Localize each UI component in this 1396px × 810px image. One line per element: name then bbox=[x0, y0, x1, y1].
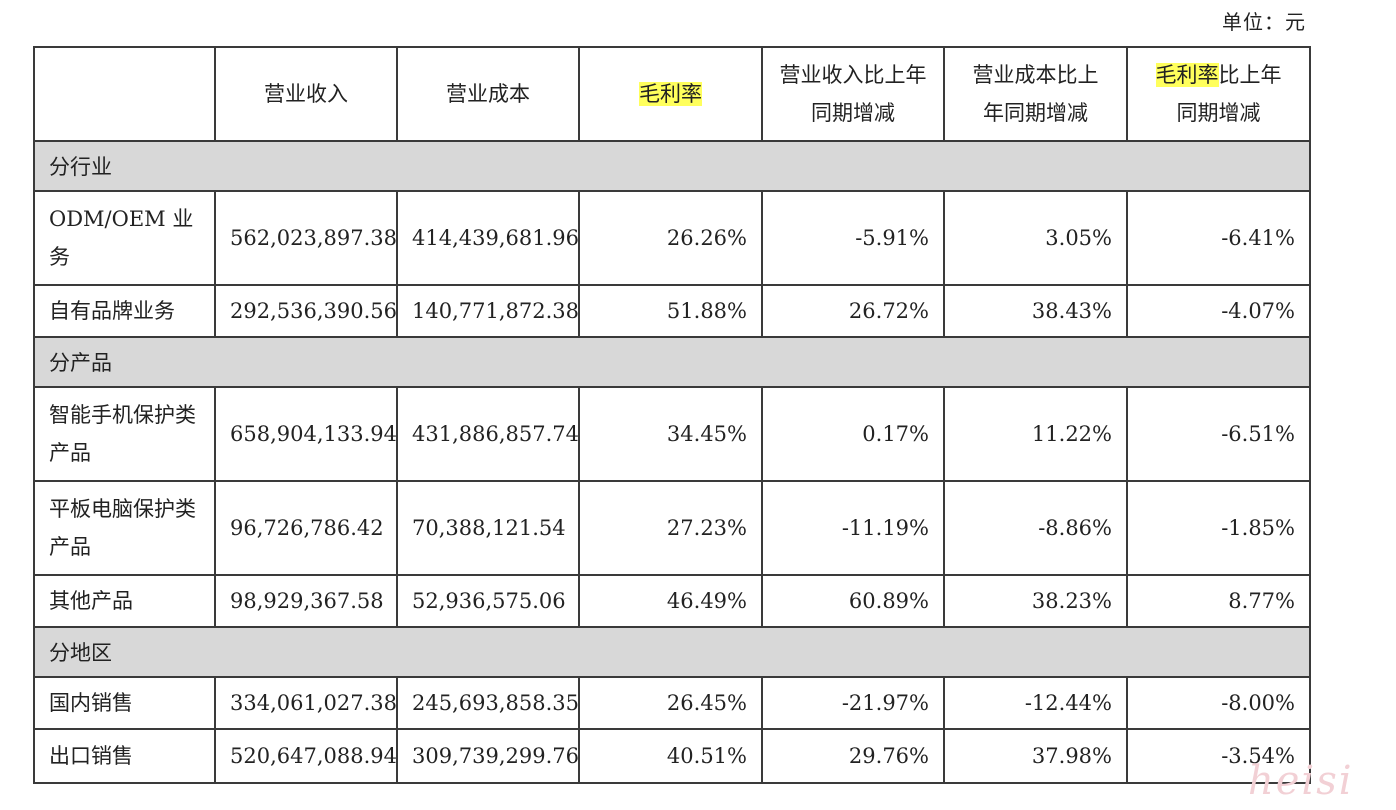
cost-change-cell: 37.98% bbox=[943, 728, 1128, 784]
row-label: 国内销售 bbox=[33, 676, 216, 730]
row-label: 出口销售 bbox=[33, 728, 216, 784]
table-row: 出口销售 520,647,088.94 309,739,299.76 40.51… bbox=[33, 728, 1311, 784]
margin-change-cell: -3.54% bbox=[1126, 728, 1311, 784]
header-cost-change-line1: 营业成本比上 bbox=[972, 63, 1099, 87]
table-row: 自有品牌业务 292,536,390.56 140,771,872.38 51.… bbox=[33, 284, 1311, 338]
row-label: 平板电脑保护类产品 bbox=[33, 480, 216, 576]
section-label-region: 分地区 bbox=[33, 626, 1311, 678]
header-margin-change: 毛利率比上年同期增减 bbox=[1126, 46, 1311, 142]
cost-cell: 52,936,575.06 bbox=[396, 574, 580, 628]
financial-table: 营业收入 营业成本 毛利率 营业收入比上年同期增减 营业成本比上 年同期增减 毛利… bbox=[33, 46, 1311, 784]
margin-cell: 40.51% bbox=[578, 728, 763, 784]
header-empty-cell bbox=[33, 46, 216, 142]
cost-cell: 140,771,872.38 bbox=[396, 284, 580, 338]
revenue-cell: 658,904,133.94 bbox=[214, 386, 398, 482]
section-label-product: 分产品 bbox=[33, 336, 1311, 388]
margin-cell: 27.23% bbox=[578, 480, 763, 576]
header-gross-margin-text: 毛利率 bbox=[639, 82, 702, 106]
revenue-change-cell: 60.89% bbox=[761, 574, 945, 628]
section-row-industry: 分行业 bbox=[33, 140, 1311, 192]
section-row-region: 分地区 bbox=[33, 626, 1311, 678]
header-cost: 营业成本 bbox=[396, 46, 580, 142]
header-margin-change-rest: 比上年 bbox=[1218, 63, 1282, 87]
table-row: 平板电脑保护类产品 96,726,786.42 70,388,121.54 27… bbox=[33, 480, 1311, 576]
table-row: 国内销售 334,061,027.38 245,693,858.35 26.45… bbox=[33, 676, 1311, 730]
margin-cell: 51.88% bbox=[578, 284, 763, 338]
margin-cell: 26.45% bbox=[578, 676, 763, 730]
margin-change-cell: -6.41% bbox=[1126, 190, 1311, 286]
revenue-change-cell: 29.76% bbox=[761, 728, 945, 784]
cost-change-cell: -8.86% bbox=[943, 480, 1128, 576]
section-row-product: 分产品 bbox=[33, 336, 1311, 388]
cost-change-cell: 3.05% bbox=[943, 190, 1128, 286]
revenue-change-cell: 26.72% bbox=[761, 284, 945, 338]
header-revenue-change: 营业收入比上年同期增减 bbox=[761, 46, 945, 142]
revenue-cell: 292,536,390.56 bbox=[214, 284, 398, 338]
margin-change-cell: 8.77% bbox=[1126, 574, 1311, 628]
cost-change-cell: 38.43% bbox=[943, 284, 1128, 338]
row-label: 其他产品 bbox=[33, 574, 216, 628]
margin-cell: 34.45% bbox=[578, 386, 763, 482]
margin-change-cell: -1.85% bbox=[1126, 480, 1311, 576]
margin-cell: 46.49% bbox=[578, 574, 763, 628]
header-revenue: 营业收入 bbox=[214, 46, 398, 142]
row-label: 自有品牌业务 bbox=[33, 284, 216, 338]
revenue-change-cell: 0.17% bbox=[761, 386, 945, 482]
revenue-cell: 562,023,897.38 bbox=[214, 190, 398, 286]
cost-change-cell: 38.23% bbox=[943, 574, 1128, 628]
table-row: 智能手机保护类产品 658,904,133.94 431,886,857.74 … bbox=[33, 386, 1311, 482]
header-row: 营业收入 营业成本 毛利率 营业收入比上年同期增减 营业成本比上 年同期增减 毛利… bbox=[33, 46, 1311, 142]
cost-cell: 431,886,857.74 bbox=[396, 386, 580, 482]
cost-cell: 414,439,681.96 bbox=[396, 190, 580, 286]
header-cost-change: 营业成本比上 年同期增减 bbox=[943, 46, 1128, 142]
revenue-change-cell: -5.91% bbox=[761, 190, 945, 286]
margin-cell: 26.26% bbox=[578, 190, 763, 286]
cost-cell: 70,388,121.54 bbox=[396, 480, 580, 576]
header-margin-change-hl: 毛利率 bbox=[1155, 63, 1219, 87]
cost-cell: 245,693,858.35 bbox=[396, 676, 580, 730]
cost-change-cell: 11.22% bbox=[943, 386, 1128, 482]
section-label-industry: 分行业 bbox=[33, 140, 1311, 192]
table-row: ODM/OEM 业务 562,023,897.38 414,439,681.96… bbox=[33, 190, 1311, 286]
margin-change-cell: -6.51% bbox=[1126, 386, 1311, 482]
revenue-cell: 520,647,088.94 bbox=[214, 728, 398, 784]
revenue-cell: 96,726,786.42 bbox=[214, 480, 398, 576]
row-label: ODM/OEM 业务 bbox=[33, 190, 216, 286]
margin-change-cell: -8.00% bbox=[1126, 676, 1311, 730]
watermark: heisi bbox=[1248, 758, 1354, 804]
table-row: 其他产品 98,929,367.58 52,936,575.06 46.49% … bbox=[33, 574, 1311, 628]
revenue-cell: 334,061,027.38 bbox=[214, 676, 398, 730]
cost-cell: 309,739,299.76 bbox=[396, 728, 580, 784]
revenue-change-cell: -21.97% bbox=[761, 676, 945, 730]
cost-change-cell: -12.44% bbox=[943, 676, 1128, 730]
revenue-cell: 98,929,367.58 bbox=[214, 574, 398, 628]
margin-change-cell: -4.07% bbox=[1126, 284, 1311, 338]
header-cost-change-line2: 年同期增减 bbox=[983, 101, 1088, 125]
unit-label: 单位：元 bbox=[1222, 10, 1306, 34]
header-gross-margin: 毛利率 bbox=[578, 46, 763, 142]
header-margin-change-line2: 同期增减 bbox=[1176, 101, 1261, 125]
revenue-change-cell: -11.19% bbox=[761, 480, 945, 576]
row-label: 智能手机保护类产品 bbox=[33, 386, 216, 482]
